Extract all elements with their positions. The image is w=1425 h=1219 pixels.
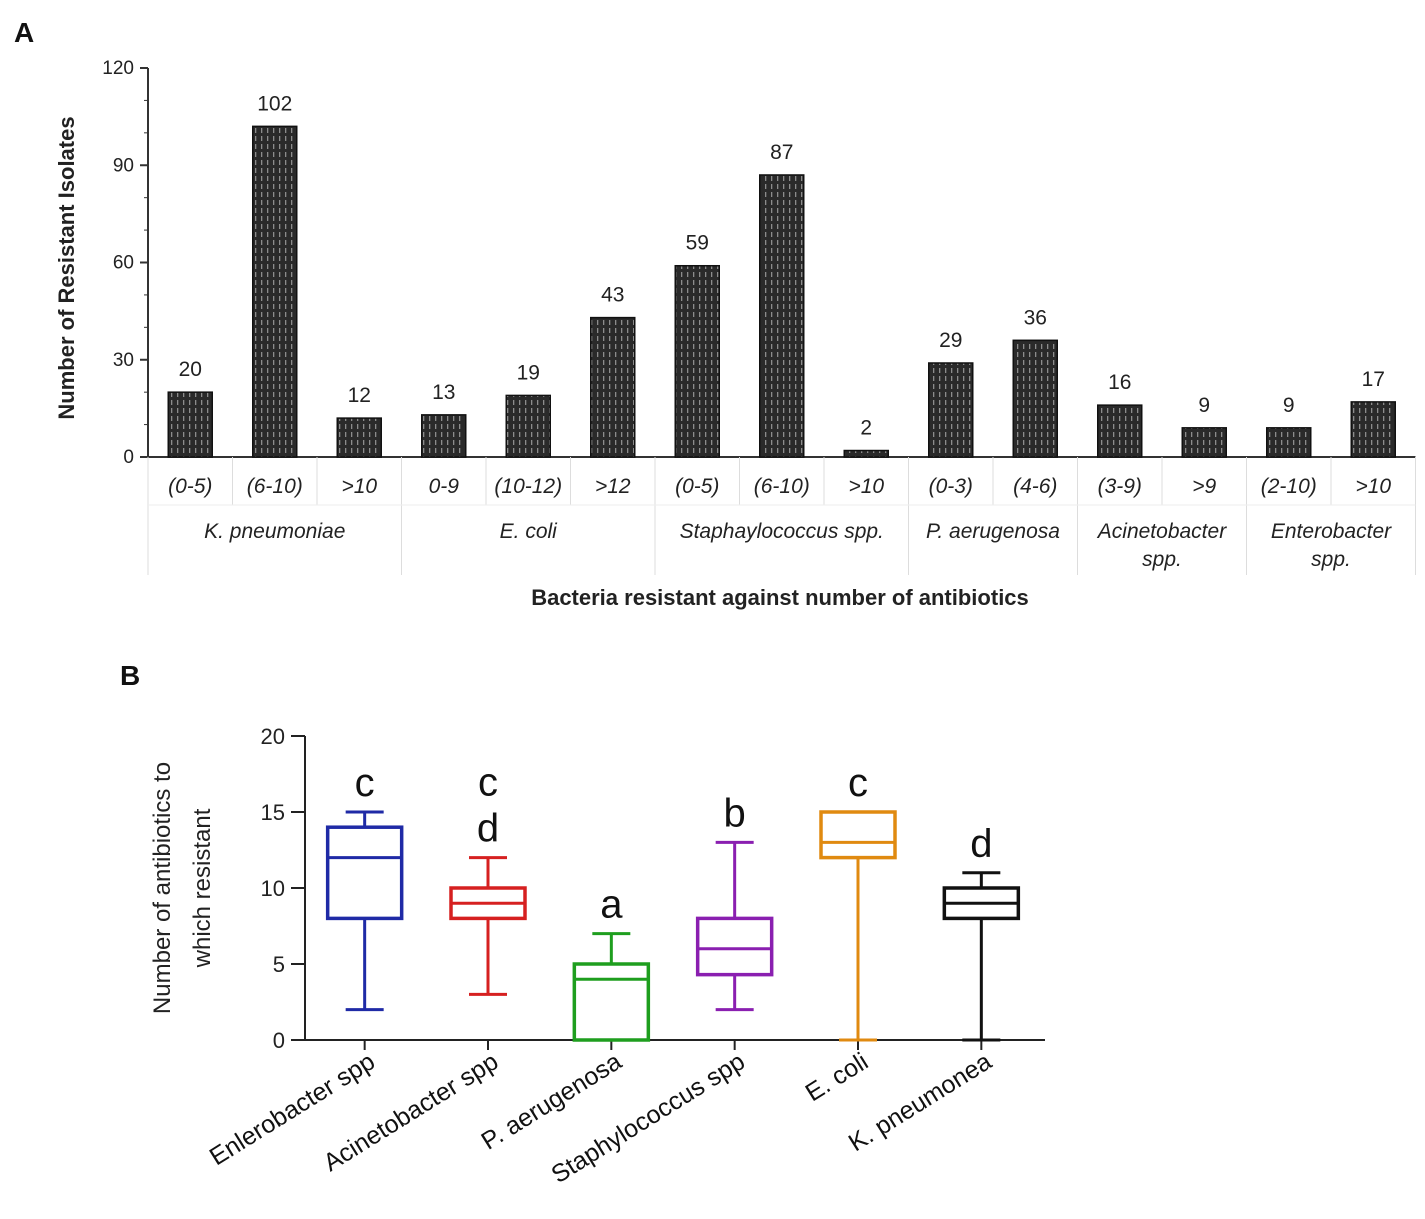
- panel-a-group-label: K. pneumoniae: [204, 520, 345, 543]
- panel-b-box: [325, 825, 404, 921]
- panel-a-bar-value-label: 29: [939, 329, 962, 352]
- panel-a-category-label: >12: [595, 475, 631, 498]
- panel-a-category-label: >10: [1355, 475, 1391, 498]
- panel-a-bar-value-label: 20: [179, 358, 202, 381]
- panel-b-significance-letter: d: [477, 807, 499, 851]
- panel-b-label: B: [120, 660, 140, 691]
- panel-a-y-tick-label: 90: [113, 155, 134, 176]
- panel-a-group-label: Acinetobacter: [1096, 520, 1227, 543]
- panel-a-category-label: (3-9): [1098, 475, 1142, 498]
- panel-a-y-axis-title: Number of Resistant Isolates: [54, 116, 79, 419]
- panel-a-bar-value-label: 19: [517, 361, 540, 384]
- panel-a-bar: [1350, 401, 1396, 458]
- panel-a-group-label: E. coli: [500, 520, 559, 543]
- panel-a-bar: [252, 125, 298, 458]
- panel-a-bar: [167, 391, 213, 458]
- panel-b-box: [572, 962, 651, 1042]
- panel-b-y-tick-label: 0: [273, 1028, 285, 1053]
- panel-a-bar: [674, 264, 720, 458]
- panel-b-box: [695, 916, 774, 977]
- panel-b-y-axis-title-line1: Number of antibiotics to: [149, 762, 176, 1014]
- panel-b-y-tick-label: 20: [261, 724, 285, 749]
- panel-a-bar-value-label: 17: [1362, 368, 1385, 391]
- panel-a-bars: 20 102 12 13 19 43 59 87 2 29 36 16 9 9 17: [167, 92, 1396, 458]
- panel-a-bar-value-label: 9: [1283, 394, 1295, 417]
- panel-b-significance-letter: a: [600, 883, 623, 927]
- panel-a-y-tick-label: 30: [113, 350, 134, 371]
- panel-a-bar-value-label: 59: [686, 232, 709, 255]
- panel-a-category-label: (0-3): [929, 475, 973, 498]
- panel-a-bar: [1012, 339, 1058, 458]
- panel-a-bar: [843, 449, 889, 458]
- panel-a-x-axis-title: Bacteria resistant against number of ant…: [531, 585, 1029, 610]
- panel-b-significance-letter: b: [724, 791, 746, 835]
- panel-b-y-tick-label: 5: [273, 952, 285, 977]
- panel-a-category-label: 0-9: [429, 475, 460, 498]
- panel-b-significance-letter: c: [355, 761, 375, 805]
- panel-a-y-tick-label: 120: [102, 58, 134, 79]
- panel-b-axes: 0 5 10 15 20: [261, 724, 1045, 1053]
- panel-a-bar-value-label: 102: [257, 92, 292, 115]
- panel-a-group-label: spp.: [1311, 548, 1351, 571]
- panel-b-box: [819, 810, 897, 860]
- panel-a-category-label: (2-10): [1261, 475, 1317, 498]
- panel-a-category-label: >10: [341, 475, 377, 498]
- panel-a-bar-value-label: 36: [1024, 306, 1047, 329]
- panel-a-bar: [1266, 427, 1312, 458]
- panel-a-bar: [928, 362, 974, 458]
- panel-a-group-label: P. aerugenosa: [926, 520, 1060, 543]
- panel-a-y-tick-label: 60: [113, 253, 134, 274]
- panel-a-category-label: >9: [1192, 475, 1216, 498]
- panel-a-bar-value-label: 16: [1108, 371, 1131, 394]
- panel-a-category-label: (0-5): [675, 475, 719, 498]
- panel-a-bar: [759, 174, 805, 458]
- panel-a-category-label: (6-10): [247, 475, 303, 498]
- panel-a-label: A: [14, 17, 34, 48]
- panel-a-group-label: Enterobacter: [1271, 520, 1392, 543]
- panel-b-y-tick-label: 15: [261, 800, 285, 825]
- panel-a-bar: [505, 394, 551, 458]
- panel-a-group-label: Staphaylococcus spp.: [680, 520, 884, 543]
- panel-b-significance-letter: d: [970, 822, 992, 866]
- panel-a-bar-value-label: 13: [432, 381, 455, 404]
- panel-b-category-label: E. coli: [801, 1047, 874, 1107]
- panel-b-significance-letter: c: [478, 761, 498, 805]
- panel-a-bar: [1181, 427, 1227, 458]
- panel-a-bar-value-label: 43: [601, 284, 624, 307]
- panel-a-bar: [590, 316, 636, 458]
- panel-a-category-label: (0-5): [168, 475, 212, 498]
- panel-a-axes: 0 30 60 90 120: [102, 58, 1416, 468]
- panel-a-category-label: (4-6): [1013, 475, 1057, 498]
- panel-a-bar: [336, 417, 382, 458]
- panel-a-bar-value-label: 2: [860, 417, 872, 440]
- panel-b-significance-letter: c: [848, 761, 868, 805]
- panel-b-y-tick-label: 10: [261, 876, 285, 901]
- panel-a-group-label: spp.: [1142, 548, 1182, 571]
- panel-a-bar: [1097, 404, 1143, 458]
- panel-a-y-tick-label: 0: [123, 447, 134, 468]
- panel-a-category-label: >10: [848, 475, 884, 498]
- panel-a-category-labels: (0-5) (6-10) >10 K. pneumoniae 0-9 (10-12) >12…: [147, 457, 1416, 575]
- panel-b: B Number of antibiotics to which resista…: [120, 660, 1045, 1189]
- panel-a-bar: [421, 414, 467, 458]
- panel-b-y-axis-title-line2: which resistant: [189, 808, 216, 968]
- panel-a: A Number of Resistant Isolates Bacteria …: [14, 17, 1416, 610]
- panel-a-bar-value-label: 9: [1198, 394, 1210, 417]
- panel-a-bar-value-label: 12: [348, 384, 371, 407]
- panel-a-bar-value-label: 87: [770, 141, 793, 164]
- panel-a-category-label: (10-12): [494, 475, 562, 498]
- panel-a-category-label: (6-10): [754, 475, 810, 498]
